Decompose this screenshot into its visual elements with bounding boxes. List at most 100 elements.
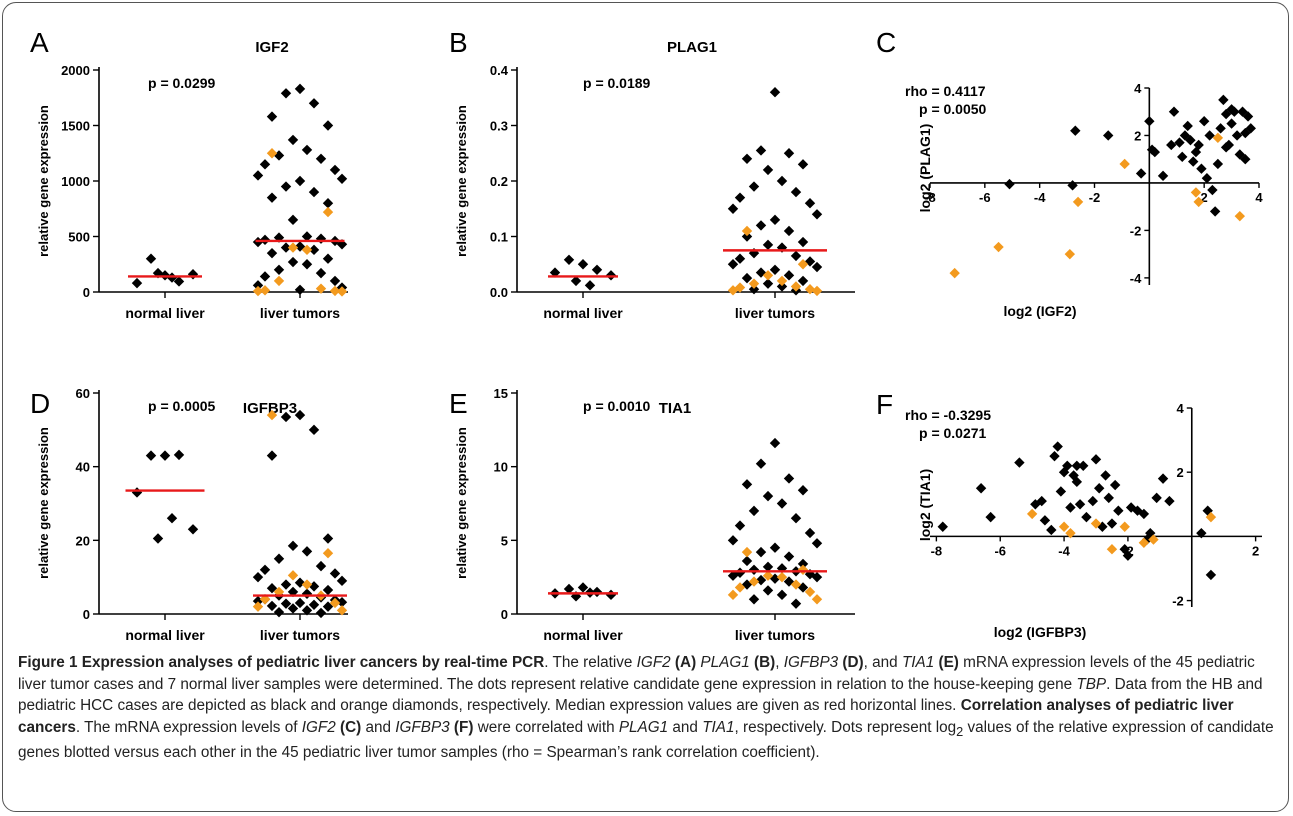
data-point	[1240, 127, 1251, 139]
data-point	[1055, 486, 1067, 497]
data-point	[1090, 518, 1102, 529]
data-point	[252, 601, 264, 612]
data-point	[811, 571, 823, 583]
panel-letter: B	[449, 27, 468, 58]
data-point	[727, 259, 739, 270]
y-tick-label: 0.4	[490, 63, 509, 78]
data-point	[259, 285, 271, 296]
data-point	[1201, 172, 1213, 184]
data-point	[762, 490, 774, 502]
data-point	[273, 553, 285, 564]
data-point	[797, 259, 809, 270]
data-point	[173, 449, 185, 461]
data-point	[301, 546, 313, 557]
data-point	[748, 576, 760, 587]
data-point	[1196, 527, 1207, 539]
y-tick-label: 2	[1134, 128, 1141, 143]
data-point	[308, 424, 320, 436]
data-point	[783, 148, 795, 159]
y-tick-label: 60	[76, 386, 90, 401]
data-point	[1138, 537, 1150, 549]
data-point	[748, 284, 760, 295]
caption-panel-ref: (A)	[674, 654, 697, 671]
data-point	[1157, 473, 1169, 484]
data-point	[145, 450, 157, 461]
data-point	[294, 409, 306, 421]
data-point	[1234, 210, 1246, 222]
data-point	[804, 284, 816, 295]
data-point	[804, 586, 816, 598]
data-point	[259, 159, 271, 170]
data-point	[1145, 527, 1156, 539]
data-point	[273, 150, 285, 161]
y-tick-label: 4	[1177, 401, 1185, 416]
data-point	[322, 533, 334, 544]
y-tick-label: 0.1	[490, 230, 508, 245]
data-point	[1125, 502, 1137, 513]
x-tick-label: liver tumors	[260, 305, 340, 321]
data-point	[1226, 118, 1237, 129]
data-point	[1193, 196, 1204, 208]
caption-gene: PLAG1	[618, 718, 669, 736]
data-point	[266, 148, 278, 159]
data-point	[748, 564, 760, 575]
caption-text: , respectively. Dots represent log	[734, 718, 957, 736]
data-point	[811, 209, 823, 220]
data-point	[1198, 116, 1210, 127]
caption-text: values of the relative expression of can…	[18, 718, 1274, 762]
data-point	[322, 198, 334, 209]
data-point	[790, 250, 802, 262]
data-point	[776, 589, 788, 601]
data-point	[1207, 184, 1218, 196]
data-point	[762, 278, 774, 289]
data-point	[734, 253, 746, 264]
data-point	[783, 473, 795, 484]
data-point	[1103, 492, 1114, 504]
data-point	[1036, 495, 1047, 507]
data-point	[294, 175, 306, 187]
data-point	[1205, 511, 1217, 523]
data-point	[1144, 116, 1155, 127]
data-point	[975, 483, 987, 494]
data-point	[252, 170, 264, 181]
data-point	[1026, 508, 1038, 520]
p-value-label: p = 0.0271	[919, 425, 987, 441]
data-point	[1212, 132, 1224, 144]
data-point	[294, 83, 306, 95]
series-normal	[549, 582, 617, 602]
data-point	[797, 275, 809, 287]
y-tick-label: 0.3	[490, 119, 508, 134]
data-point	[259, 564, 271, 575]
data-point	[1070, 125, 1081, 136]
data-point	[1177, 151, 1188, 163]
data-point	[769, 437, 781, 449]
data-point	[315, 233, 327, 244]
data-point	[748, 594, 760, 605]
data-point	[1220, 108, 1232, 120]
data-point	[1081, 511, 1092, 523]
data-point	[1004, 178, 1015, 190]
caption-text: , and	[863, 654, 898, 671]
caption-panel-ref: (B)	[754, 654, 776, 671]
data-point	[1106, 518, 1118, 529]
caption-panel-ref: (D)	[842, 654, 864, 671]
data-point	[287, 540, 299, 552]
caption-gene: TIA1	[901, 654, 935, 671]
data-point	[741, 231, 753, 242]
data-point	[280, 411, 292, 423]
data-point	[797, 485, 809, 496]
panel-a: A IGF2 p = 0.0299 relative gene expression 0…	[30, 27, 348, 321]
y-tick-label: -2	[1130, 223, 1142, 238]
data-point	[797, 236, 809, 248]
data-point	[937, 521, 948, 532]
y-tick-label: 2000	[61, 63, 90, 78]
data-point	[322, 120, 334, 131]
data-point	[797, 159, 809, 170]
data-point	[790, 513, 802, 524]
x-tick-label: normal liver	[125, 305, 205, 321]
x-axis-label: log2 (IGF2)	[1003, 303, 1076, 319]
data-point	[315, 267, 327, 279]
series-hcc	[252, 148, 348, 297]
series-hcc	[949, 132, 1246, 279]
